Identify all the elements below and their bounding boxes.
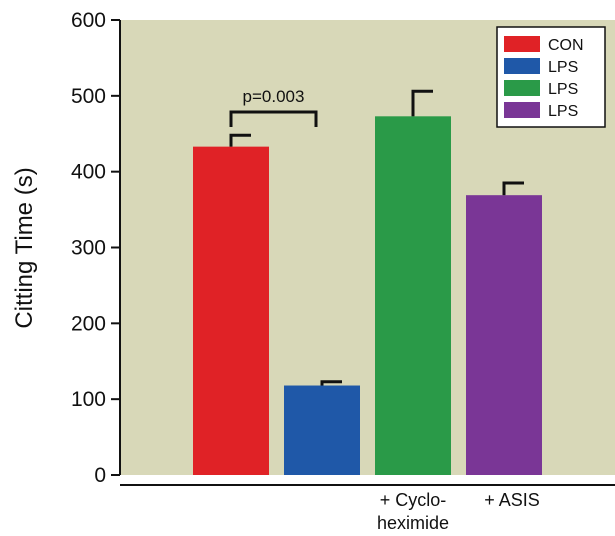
y-axis: 0 100 200 300 400 500 600	[71, 9, 121, 487]
y-tick-label: 0	[94, 464, 106, 487]
x-tick-label: + Cyclo-	[380, 490, 447, 510]
significance-bracket	[229, 110, 318, 127]
p-value-label: p=0.003	[243, 87, 305, 106]
legend-label: CON	[548, 37, 584, 54]
y-tick-label: 200	[71, 312, 106, 335]
x-tick-label: + ASIS	[484, 490, 540, 510]
y-tick-label: 400	[71, 161, 106, 184]
legend-label: LPS	[548, 103, 578, 120]
y-axis-label: Citting Time (s)	[11, 167, 38, 328]
legend-label: LPS	[548, 59, 578, 76]
bar	[375, 116, 451, 475]
legend-swatch	[504, 102, 540, 118]
x-tick-label: heximide	[377, 513, 449, 533]
legend-swatch	[504, 80, 540, 96]
y-tick-label: 100	[71, 388, 106, 411]
y-tick-label: 600	[71, 9, 106, 32]
x-tick-labels: + Cyclo-heximide + ASIS	[377, 490, 540, 533]
bar	[466, 195, 542, 476]
bar	[193, 146, 269, 475]
bars-group	[193, 89, 542, 476]
bar	[284, 385, 360, 475]
y-tick-label: 300	[71, 237, 106, 260]
y-tick-label: 500	[71, 85, 106, 108]
legend-swatch	[504, 58, 540, 74]
legend-label: LPS	[548, 81, 578, 98]
annotation-group: p=0.003	[229, 87, 318, 127]
legend: CON LPS LPS LPS	[496, 26, 606, 128]
legend-swatch	[504, 36, 540, 52]
